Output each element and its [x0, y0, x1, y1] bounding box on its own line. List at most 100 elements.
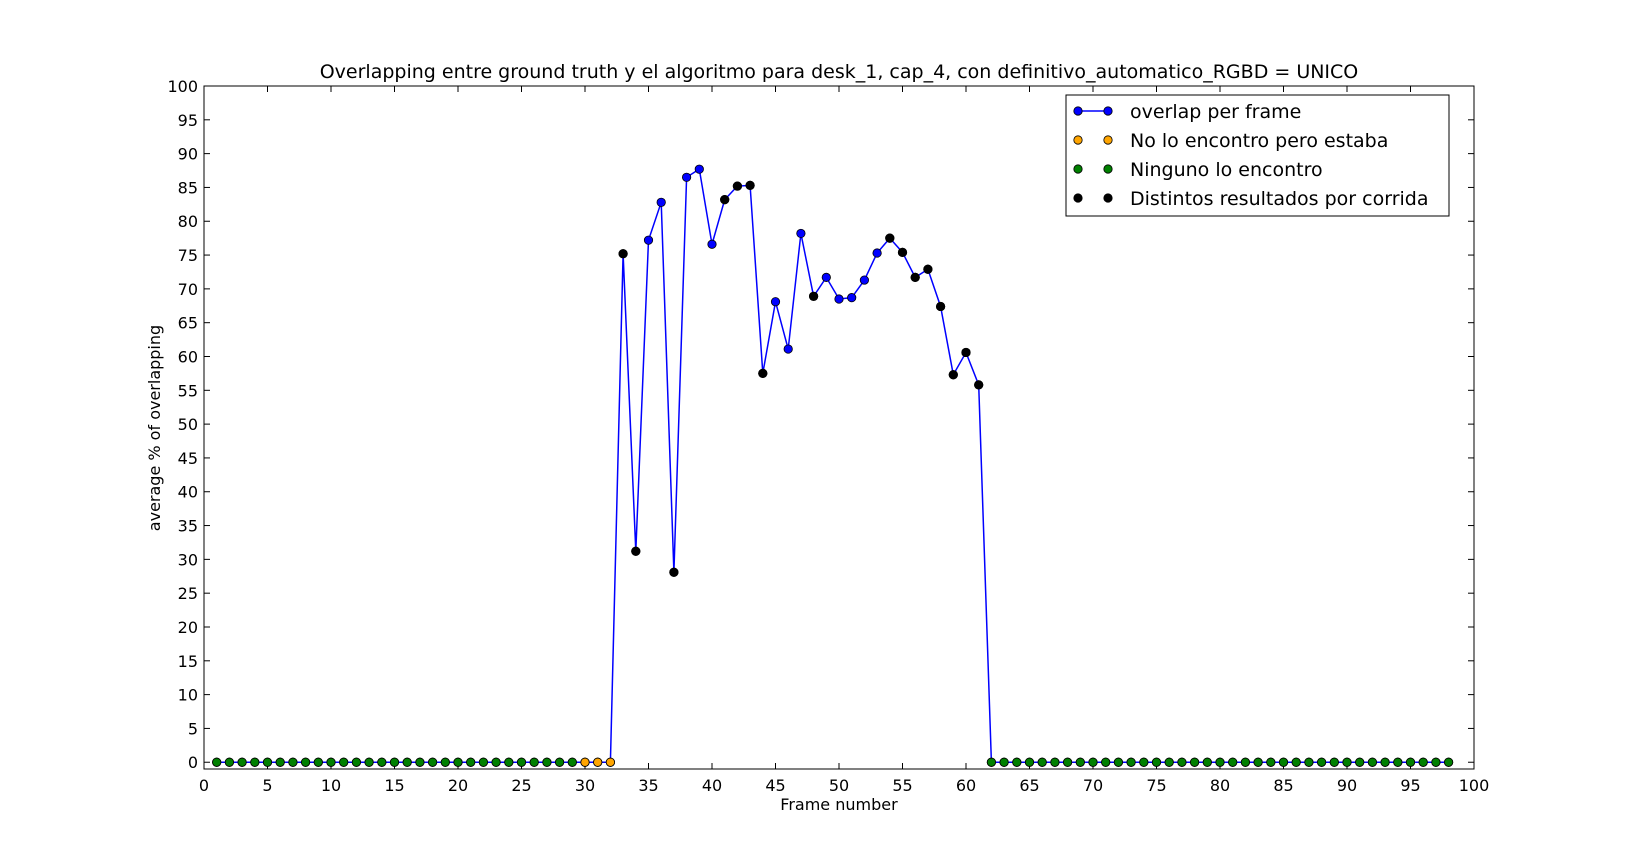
y-axis-label: average % of overlapping [145, 325, 164, 531]
data-point [1418, 757, 1428, 767]
data-point [1164, 757, 1174, 767]
data-point [1278, 757, 1289, 767]
data-point [1367, 757, 1378, 767]
x-tick-label: 95 [1400, 776, 1420, 795]
data-point [681, 172, 692, 182]
data-point [631, 546, 641, 556]
data-point [351, 757, 361, 767]
data-point [694, 164, 704, 174]
y-tick-label: 80 [178, 212, 198, 231]
data-point [466, 757, 476, 767]
y-tick-label: 15 [178, 652, 198, 671]
y-tick-label: 100 [167, 77, 198, 96]
x-tick-label: 90 [1337, 776, 1357, 795]
data-point [1075, 757, 1085, 767]
series-3 [618, 180, 984, 577]
data-point [974, 380, 984, 390]
x-tick-label: 0 [199, 776, 209, 795]
legend-label: No lo encontro pero estaba [1130, 130, 1388, 152]
legend: overlap per frame No lo encontro pero est… [1065, 94, 1450, 217]
y-tick-label: 95 [178, 111, 198, 130]
data-point [554, 757, 565, 767]
y-tick-label: 20 [178, 618, 198, 637]
data-point [897, 247, 908, 257]
data-point [313, 757, 323, 767]
data-point [618, 249, 628, 259]
data-point [732, 181, 743, 191]
y-tick-label: 60 [178, 347, 198, 366]
data-point [834, 294, 844, 304]
data-point [1037, 757, 1047, 767]
data-point [516, 757, 527, 767]
x-tick-label: 50 [829, 776, 849, 795]
data-point [948, 370, 958, 380]
data-point [567, 757, 577, 767]
data-point [847, 293, 857, 303]
data-point [377, 757, 387, 767]
data-point [1228, 757, 1238, 767]
data-point [300, 757, 311, 767]
y-tick-label: 40 [178, 483, 198, 502]
data-point [262, 757, 273, 767]
data-point [1050, 757, 1060, 767]
data-point [275, 757, 285, 767]
y-tick-label: 55 [178, 381, 198, 400]
data-point [224, 757, 234, 767]
data-point [389, 757, 400, 767]
data-point [1126, 757, 1136, 767]
data-point [440, 757, 450, 767]
y-tick-label: 65 [178, 314, 198, 333]
x-tick-label: 70 [1083, 776, 1103, 795]
data-point [1202, 757, 1212, 767]
data-point [1329, 757, 1339, 767]
legend-marker [1103, 193, 1113, 203]
data-point [1024, 757, 1035, 767]
legend-marker [1103, 135, 1113, 145]
series-2 [212, 757, 1454, 767]
data-point [720, 195, 730, 205]
y-tick-label: 30 [178, 550, 198, 569]
legend-marker [1073, 193, 1083, 203]
data-point [1012, 757, 1022, 767]
legend-marker [1073, 106, 1083, 116]
y-tick-label: 90 [178, 145, 198, 164]
data-point [1177, 757, 1187, 767]
data-point [745, 180, 755, 191]
x-tick-label: 45 [765, 776, 785, 795]
data-point [1101, 757, 1111, 767]
legend-item: Distintos resultados por corrida [1073, 188, 1429, 210]
legend-item: Ninguno lo encontro [1073, 159, 1323, 181]
data-point [415, 757, 425, 767]
data-point [1215, 757, 1225, 767]
y-tick-label: 5 [188, 719, 198, 738]
data-point [427, 757, 438, 767]
data-point [237, 757, 247, 767]
data-point [1393, 757, 1403, 767]
data-point [643, 235, 654, 245]
data-point [986, 757, 997, 767]
data-point [1240, 757, 1251, 767]
data-series [212, 164, 1454, 767]
data-point [796, 228, 806, 239]
x-tick-label: 85 [1273, 776, 1293, 795]
legend-label: Distintos resultados por corrida [1130, 188, 1429, 210]
x-tick-label: 5 [262, 776, 272, 795]
data-point [1380, 757, 1390, 767]
legend-marker [1103, 106, 1113, 116]
data-point [453, 757, 463, 767]
data-point [770, 297, 781, 307]
data-point [707, 239, 717, 249]
x-tick-label: 40 [702, 776, 722, 795]
data-point [478, 757, 488, 767]
data-point [859, 275, 870, 285]
data-point [1304, 757, 1314, 767]
data-point [999, 757, 1009, 767]
x-tick-label: 25 [511, 776, 531, 795]
data-point [605, 757, 616, 767]
data-point [529, 757, 539, 767]
chart-title: Overlapping entre ground truth y el algo… [320, 61, 1359, 83]
x-tick-label: 80 [1210, 776, 1230, 795]
data-point [593, 757, 603, 767]
data-point [1151, 757, 1162, 767]
data-point [250, 757, 260, 767]
